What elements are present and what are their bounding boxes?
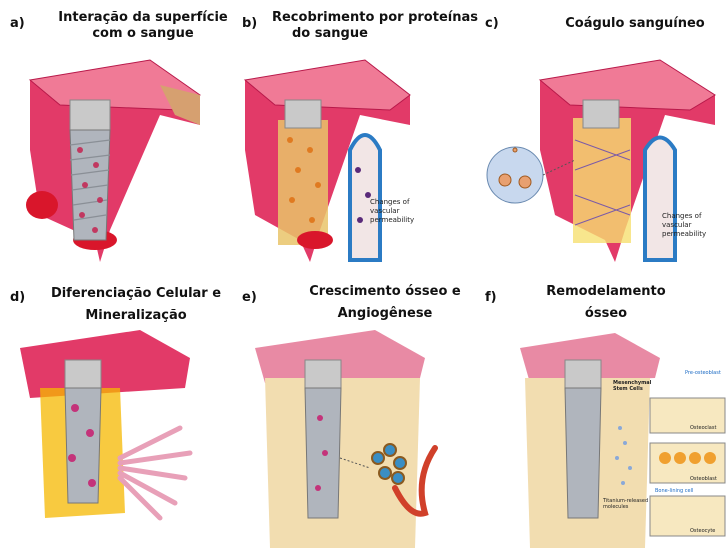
label-titanium: Titanium-released molecules bbox=[603, 498, 648, 510]
inset-connector bbox=[542, 159, 576, 176]
panel-d-letter: d) bbox=[10, 290, 26, 305]
osteo-cells bbox=[315, 415, 328, 491]
panel-b: b) Recobrimento por proteínas do sangue … bbox=[240, 0, 485, 275]
blood-vessel bbox=[348, 133, 382, 262]
panel-a-illustration bbox=[26, 59, 201, 262]
cells-row bbox=[659, 452, 716, 464]
panel-b-illustration bbox=[243, 59, 411, 262]
panel-e-letter: e) bbox=[242, 290, 257, 305]
panel-a: a) Interação da superfície com o sangue bbox=[0, 0, 240, 275]
panel-b-note-line1: Changes of vascular bbox=[370, 198, 410, 215]
panel-b-title-line2: do sangue bbox=[292, 26, 368, 41]
panel-b-title-line1: Recobrimento por proteínas bbox=[271, 10, 478, 25]
vessel-cells bbox=[355, 167, 371, 223]
panel-a-title-line1: Interação da superfície bbox=[58, 10, 228, 25]
blood-splatter-left bbox=[26, 191, 58, 219]
panel-a-title-line2: com o sangue bbox=[92, 26, 194, 41]
panel-c-vascular-note: Changes of vascular permeability bbox=[662, 212, 728, 239]
panel-f-illustration bbox=[520, 333, 726, 548]
panel-e-illustration bbox=[255, 330, 438, 548]
implant-collar bbox=[284, 99, 322, 129]
gum-top-surface bbox=[243, 59, 411, 111]
collagen-fibers bbox=[117, 425, 193, 521]
clot-region bbox=[573, 118, 631, 243]
panel-c: c) Coágulo sanguíneo Changes of vascular… bbox=[485, 0, 728, 275]
panel-c-note-line1: Changes of vascular bbox=[662, 212, 702, 229]
panel-f-title: Remodelamento ósseo bbox=[541, 284, 671, 322]
blood-vessel bbox=[643, 135, 677, 262]
panel-a-letter: a) bbox=[10, 16, 25, 31]
platelet-cells bbox=[498, 147, 532, 189]
implant-collar bbox=[582, 99, 620, 129]
panel-c-title-line1: Coágulo sanguíneo bbox=[565, 16, 705, 31]
fibrin-mesh bbox=[574, 139, 631, 226]
label-msc: Mesenchymal Stem Cells bbox=[613, 380, 651, 392]
gum-tissue bbox=[520, 333, 660, 383]
label-osteoclast: Osteoclast bbox=[690, 425, 717, 431]
platelet-inset bbox=[486, 146, 544, 204]
panel-d-title-line1: Diferenciação Celular e bbox=[50, 286, 222, 301]
blood-cells bbox=[77, 147, 103, 233]
panel-b-title: Recobrimento por proteínas do sangue bbox=[270, 10, 480, 42]
label-msc-line2: Stem Cells bbox=[613, 386, 643, 392]
panel-c-letter: c) bbox=[485, 16, 499, 31]
protein-coat bbox=[278, 120, 328, 245]
panel-d-title: Diferenciação Celular e Mineralização bbox=[36, 286, 236, 324]
blood-splatter bbox=[297, 231, 333, 249]
label-osteoblast: Osteoblast bbox=[690, 476, 717, 482]
bone-tissue bbox=[265, 378, 420, 548]
protein-dots bbox=[287, 137, 321, 223]
gum-lip bbox=[160, 85, 200, 125]
panel-d: d) Diferenciação Celular e Mineralização bbox=[0, 278, 240, 556]
panel-a-title: Interação da superfície com o sangue bbox=[48, 10, 238, 42]
implant-collar bbox=[69, 99, 111, 131]
panel-e-title-line1: Crescimento ósseo e bbox=[309, 284, 461, 299]
implant-collar bbox=[304, 359, 342, 389]
label-bonelining: Bone-lining cell bbox=[655, 488, 694, 494]
label-msc-line1: Mesenchymal bbox=[613, 380, 652, 386]
gum-tissue bbox=[20, 330, 190, 398]
panel-c-note-line2: permeability bbox=[662, 230, 707, 238]
implant-body bbox=[564, 387, 602, 519]
titanium-molecules bbox=[615, 426, 632, 485]
panel-c-illustration bbox=[486, 59, 716, 262]
angiogenesis-cluster bbox=[371, 443, 407, 485]
panel-b-note-line2: permeability bbox=[370, 216, 415, 224]
implant-threads bbox=[69, 139, 111, 221]
implant-collar bbox=[64, 359, 102, 389]
differentiating-cells bbox=[68, 404, 96, 487]
osteocyte-box bbox=[649, 495, 726, 537]
osteoclast-box bbox=[649, 397, 726, 434]
new-vessel bbox=[392, 445, 438, 517]
panel-b-vascular-note: Changes of vascular permeability bbox=[370, 198, 440, 225]
implant-collar bbox=[564, 359, 602, 389]
implant-body bbox=[69, 129, 111, 241]
panel-e-title: Crescimento ósseo e Angiogênese bbox=[290, 284, 480, 322]
panel-b-letter: b) bbox=[242, 16, 258, 31]
panel-f-title-line2: ósseo bbox=[584, 306, 628, 321]
label-preosteoblast: Pre-osteoblast bbox=[685, 370, 721, 376]
panel-e: e) Crescimento ósseo e Angiogênese bbox=[240, 278, 485, 556]
panel-d-title-line2: Mineralização bbox=[85, 308, 187, 323]
gum-tissue bbox=[255, 330, 425, 383]
zoom-line bbox=[339, 457, 371, 469]
panel-f-letter: f) bbox=[485, 290, 497, 305]
panel-f: f) Remodelamento ósseo Mesenchymal Stem … bbox=[485, 278, 728, 556]
panel-d-illustration bbox=[20, 330, 193, 521]
label-titanium-line2: molecules bbox=[603, 504, 629, 510]
implant-body bbox=[64, 387, 102, 504]
label-osteocyte: Osteocyte bbox=[690, 528, 716, 534]
panel-f-title-line1: Remodelamento bbox=[546, 284, 666, 299]
panel-e-title-line2: Angiogênese bbox=[337, 306, 433, 321]
panel-c-title: Coágulo sanguíneo bbox=[555, 16, 715, 32]
gum-top-surface bbox=[538, 59, 716, 111]
label-titanium-line1: Titanium-released bbox=[603, 498, 649, 504]
